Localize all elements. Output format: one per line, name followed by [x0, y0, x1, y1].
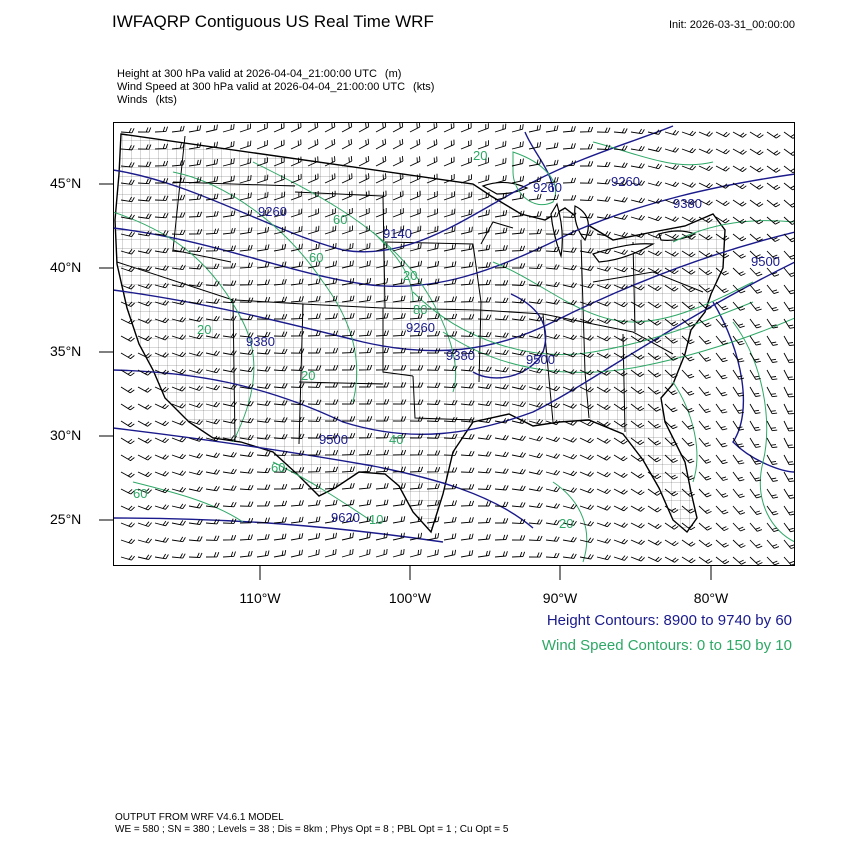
height-label: 9260 — [533, 180, 562, 195]
height-label: 9260 — [611, 174, 640, 189]
lat-label: 25°N — [50, 511, 82, 527]
height-label: 9500 — [751, 254, 780, 269]
lat-ticks — [99, 183, 113, 521]
field-height: Height at 300 hPa valid at 2026-04-04_21… — [117, 68, 401, 81]
speed-label: 20 — [473, 148, 487, 163]
lon-ticks — [259, 566, 712, 580]
speed-label: 20 — [301, 368, 315, 383]
wind-barbs — [120, 122, 795, 566]
state-borders — [116, 135, 704, 445]
plot-title: IWFAQRP Contiguous US Real Time WRF — [112, 12, 434, 31]
lat-label: 45°N — [50, 175, 82, 191]
height-contour-legend: Height Contours: 8900 to 9740 by 60 — [546, 612, 792, 629]
speed-label: 10 — [369, 512, 383, 527]
height-label-group: 9260 9140 9260 9380 9260 9380 9500 9500 … — [246, 174, 780, 525]
wind-speed-contour-legend: Wind Speed Contours: 0 to 150 by 10 — [541, 637, 792, 654]
field-winds-unit: (kts) — [155, 94, 177, 106]
height-contours — [113, 125, 795, 543]
speed-label: 40 — [389, 432, 403, 447]
weather-map: 9260 9140 9260 9380 9260 9380 9500 9500 … — [113, 122, 795, 566]
map-frame — [113, 122, 795, 566]
speed-label: 60 — [133, 486, 147, 501]
wind-barb-path — [120, 122, 795, 566]
field-height-text: Height at 300 hPa valid at 2026-04-04_21… — [117, 68, 377, 80]
height-label: 9380 — [446, 348, 475, 363]
height-label: 9620 — [331, 510, 360, 525]
field-height-unit: (m) — [384, 68, 402, 80]
model-footer-line2: WE = 580 ; SN = 380 ; Levels = 38 ; Dis … — [115, 824, 509, 835]
lat-label: 30°N — [50, 427, 82, 443]
height-label: 9500 — [319, 432, 348, 447]
speed-label: 80 — [413, 302, 427, 317]
lat-label: 35°N — [50, 343, 82, 359]
speed-label: 20 — [403, 268, 417, 283]
field-winds-text: Winds — [117, 94, 148, 106]
lon-label: 100°W — [388, 590, 432, 606]
wind-speed-contours — [113, 141, 795, 563]
field-winds: Winds (kts) — [117, 94, 177, 107]
model-footer-line1: OUTPUT FROM WRF V4.6.1 MODEL — [115, 812, 284, 823]
us-land — [114, 133, 726, 534]
height-label: 9260 — [406, 320, 435, 335]
field-wind-speed-unit: (kts) — [413, 81, 435, 93]
lon-label: 80°W — [693, 590, 729, 606]
height-label: 9260 — [258, 204, 287, 219]
speed-label: 60 — [333, 212, 347, 227]
lon-label: 90°W — [542, 590, 578, 606]
height-label: 9140 — [383, 226, 412, 241]
field-wind-speed-text: Wind Speed at 300 hPa valid at 2026-04-0… — [117, 81, 406, 93]
speed-label: 20 — [197, 322, 211, 337]
height-label: 9380 — [246, 334, 275, 349]
field-wind-speed: Wind Speed at 300 hPa valid at 2026-04-0… — [117, 81, 434, 94]
height-label: 9380 — [673, 196, 702, 211]
speed-label: 60 — [309, 250, 323, 265]
height-label: 9500 — [526, 352, 555, 367]
lat-label: 40°N — [50, 259, 82, 275]
speed-label: 20 — [559, 516, 573, 531]
init-time: Init: 2026-03-31_00:00:00 — [669, 19, 795, 31]
lon-label: 110°W — [239, 590, 281, 606]
speed-label-group: 20 60 20 60 20 80 40 60 60 10 20 20 — [133, 148, 573, 531]
speed-label: 60 — [271, 460, 285, 475]
